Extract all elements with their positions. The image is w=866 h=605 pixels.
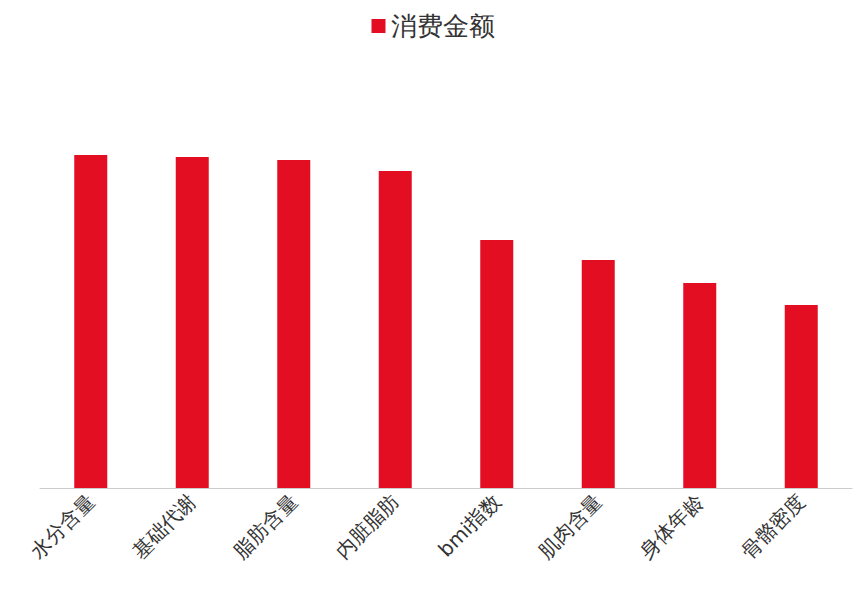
svg-text:脂肪含量: 脂肪含量 — [229, 490, 303, 564]
svg-text:消费金额: 消费金额 — [391, 11, 495, 41]
svg-text:基础代谢: 基础代谢 — [127, 490, 201, 564]
svg-text:骨骼密度: 骨骼密度 — [736, 490, 810, 564]
svg-text:水分含量: 水分含量 — [26, 490, 100, 564]
svg-text:bmi指数: bmi指数 — [433, 490, 505, 562]
svg-text:内脏脂肪: 内脏脂肪 — [330, 490, 404, 564]
svg-text:肌肉含量: 肌肉含量 — [533, 490, 607, 564]
svg-text:身体年龄: 身体年龄 — [635, 490, 709, 564]
